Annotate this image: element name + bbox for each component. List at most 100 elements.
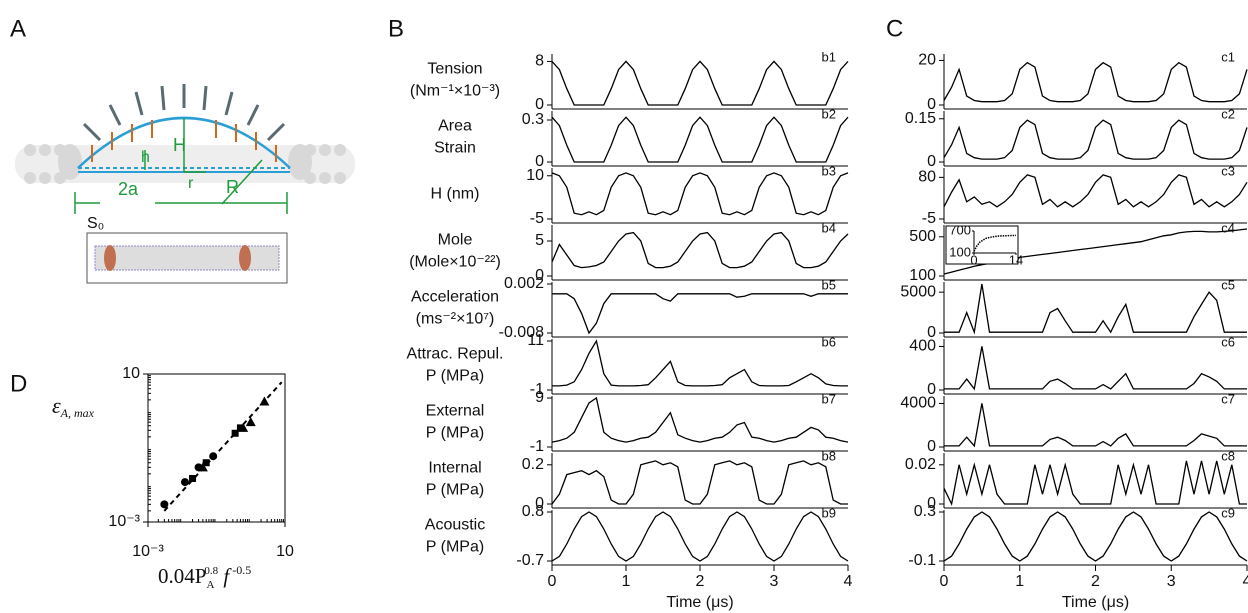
y-tick-label: -0.008: [499, 324, 544, 341]
point: [245, 417, 256, 427]
row-tag: b8: [822, 448, 836, 463]
y-tick-label: 0: [535, 153, 544, 170]
label-r: r: [188, 175, 194, 192]
panel-label: A: [10, 15, 26, 42]
x-tick-label: 10: [276, 543, 294, 560]
inset-x-tick-label: 0: [970, 252, 977, 267]
row-tag: c3: [1221, 163, 1235, 178]
row-tag: b6: [822, 334, 836, 349]
y-tick-label: 4000: [900, 395, 936, 412]
trace: [551, 172, 849, 216]
y-tick-label: 0: [535, 267, 544, 284]
y-tick-label: 9: [535, 389, 544, 406]
y-tick-label: 0: [535, 495, 544, 512]
panel-label: D: [10, 370, 27, 397]
point: [180, 478, 189, 487]
row-label: P (MPa): [426, 425, 484, 442]
protein: [104, 245, 116, 271]
trace: [551, 60, 849, 106]
point: [197, 462, 208, 472]
outward-arrows: [82, 84, 286, 142]
row-label: Attrac. Repul.: [407, 346, 504, 363]
point: [231, 429, 239, 437]
dimension-lines: [74, 118, 288, 214]
y-axis-label: εA, max: [52, 393, 95, 420]
inward-arrows: [91, 120, 277, 162]
x-tick-label: 10⁻³: [132, 543, 164, 560]
inset-y-tick-label: 700: [949, 222, 971, 237]
row-label: External: [426, 403, 485, 420]
row-label: P (MPa): [426, 539, 484, 556]
row-label: Acceleration: [411, 289, 499, 306]
label-R: R: [226, 177, 239, 197]
row-tag: c5: [1221, 277, 1235, 292]
row-tag: c9: [1221, 505, 1235, 520]
x-tick-label: 0: [940, 573, 949, 590]
lipid-heads: [24, 144, 346, 184]
y-tick-label: 5000: [900, 283, 936, 300]
label-H: H: [173, 135, 186, 155]
label-2a: 2a: [118, 179, 139, 199]
y-tick-label: 10: [526, 167, 544, 184]
row-label: (Nm⁻¹×10⁻³): [410, 83, 500, 100]
trace: [944, 346, 1247, 391]
x-tick-label: 2: [696, 573, 705, 590]
trace: [551, 116, 849, 163]
inset-y-tick-label: 100: [949, 244, 971, 259]
y-tick-label: 0.8: [522, 503, 544, 520]
x-tick-label: 0: [548, 573, 557, 590]
y-tick-label: 80: [918, 169, 936, 186]
y-tick-label: 10: [122, 365, 140, 382]
row-label: Mole: [438, 232, 473, 249]
y-tick-label: 0.15: [905, 110, 936, 127]
point: [202, 459, 210, 467]
trace: [552, 293, 848, 335]
panel-label: C: [886, 15, 903, 42]
trace: [551, 396, 849, 443]
y-tick-label: 0: [927, 96, 936, 113]
x-axis-label: Time (μs): [666, 594, 733, 611]
trace: [943, 119, 1248, 160]
row-tag: c7: [1221, 391, 1235, 406]
row-label: P (MPa): [426, 368, 484, 385]
row-tag: c2: [1221, 106, 1235, 121]
row-tag: b9: [822, 505, 836, 520]
protein: [239, 245, 251, 271]
y-tick-label: 100: [909, 267, 936, 284]
row-label: (Mole×10⁻²²): [409, 254, 501, 271]
y-tick-label: 500: [909, 228, 936, 245]
x-label-part: 0.04P: [158, 564, 206, 588]
row-label: Acoustic: [425, 517, 485, 534]
y-tick-label: -5: [530, 210, 544, 227]
y-tick-label: 0: [927, 153, 936, 170]
x-label-part: -0.5: [229, 563, 251, 577]
row-tag: b7: [822, 391, 836, 406]
row-label: Area: [438, 118, 472, 135]
y-tick-label: 0: [927, 438, 936, 455]
y-tick-label: 0: [927, 324, 936, 341]
x-tick-label: 3: [1167, 573, 1176, 590]
y-label-part: A, max: [60, 406, 95, 420]
y-tick-label: -0.1: [908, 552, 936, 569]
trace: [944, 283, 1247, 335]
label-s0: S₀: [87, 215, 104, 232]
label-h: h: [141, 149, 150, 166]
x-tick-label: 1: [1015, 573, 1024, 590]
trace: [551, 511, 849, 562]
row-tag: b2: [822, 106, 836, 121]
trace: [944, 403, 1247, 448]
x-label-part: f: [218, 564, 232, 588]
row-tag: b1: [822, 49, 836, 64]
y-tick-label: -5: [922, 210, 936, 227]
point: [160, 500, 169, 509]
y-tick-label: 0.2: [522, 456, 544, 473]
y-tick-label: 11: [527, 332, 544, 349]
y-tick-label: -1: [530, 438, 544, 455]
row-tag: c6: [1221, 334, 1235, 349]
point: [189, 474, 197, 482]
row-tag: b5: [822, 277, 836, 292]
x-axis-label: Time (μs): [1062, 594, 1129, 611]
point: [238, 422, 249, 432]
